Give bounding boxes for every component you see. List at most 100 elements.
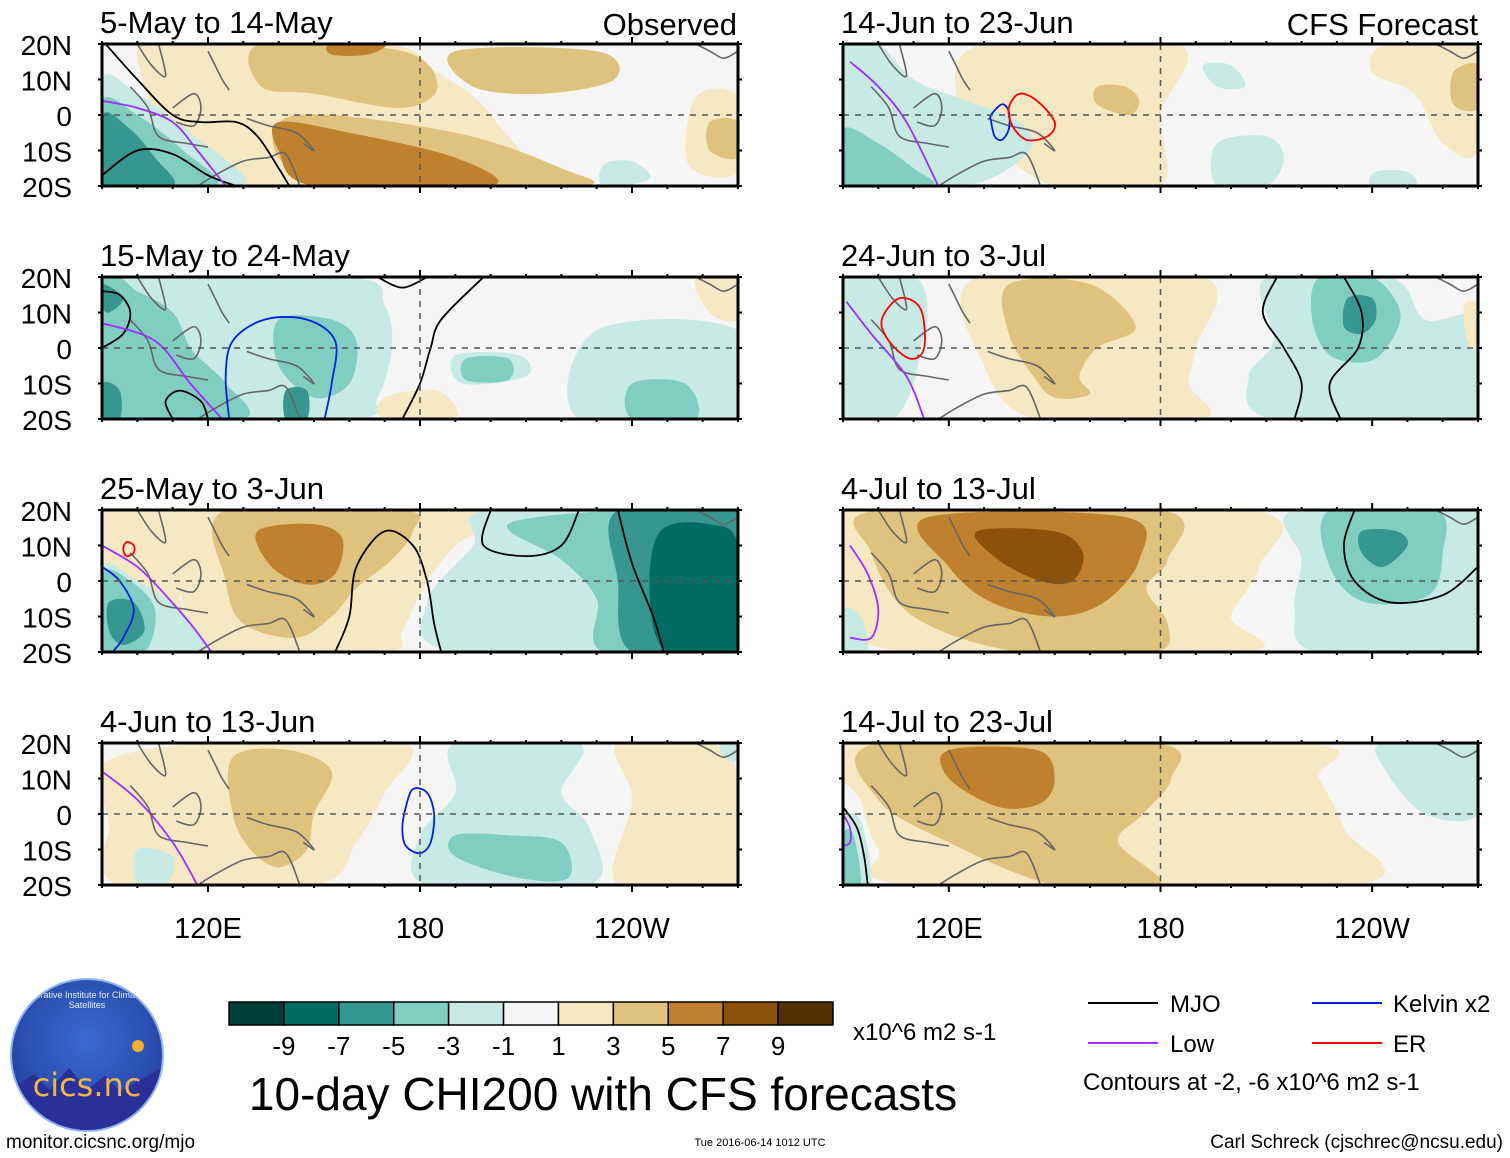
y-tick-label: 0 xyxy=(56,334,72,365)
contour-low xyxy=(849,545,880,641)
panel-3: 25-May to 3-Jun 20N 10N 0 10S 20S xyxy=(21,471,742,669)
anomaly-region xyxy=(227,748,333,868)
coastline xyxy=(913,558,943,594)
panel-4: 4-Jun to 13-Jun 20N 10N 0 10S 20S 120E 180 120W xyxy=(21,704,742,945)
coastline xyxy=(1435,277,1478,293)
coastline xyxy=(877,510,908,544)
colorbar-tick-label: -1 xyxy=(492,1031,515,1061)
anomaly-region xyxy=(567,319,738,419)
coastline xyxy=(870,552,949,614)
coastline xyxy=(870,86,949,148)
legend: MJO Kelvin x2 Low ER Contours at -2, -6 … xyxy=(1083,991,1490,1096)
colorbar-tick-label: 1 xyxy=(551,1031,565,1061)
coastline xyxy=(129,319,209,381)
y-tick-label: 20S xyxy=(22,172,72,203)
coastline xyxy=(172,558,202,594)
coastline xyxy=(937,151,1042,186)
panel-title: 4-Jul to 13-Jul xyxy=(841,471,1036,506)
coastline xyxy=(948,749,971,790)
contour-mjo xyxy=(334,529,443,652)
y-tick-label: 10N xyxy=(21,66,72,97)
panel-7: 4-Jul to 13-Jul xyxy=(839,471,1482,659)
contour-low xyxy=(843,813,852,847)
coastline xyxy=(207,516,230,557)
contour-mjo xyxy=(164,389,209,419)
colorbar-swatch xyxy=(338,1001,395,1026)
anomaly-region xyxy=(1369,44,1478,159)
cfs-forecast-label: CFS Forecast xyxy=(1287,7,1479,42)
coastline xyxy=(877,277,908,311)
contour-low xyxy=(102,770,199,885)
y-tick-label: 0 xyxy=(56,800,72,831)
contour-mjo xyxy=(1343,510,1478,604)
panel-title: 14-Jul to 23-Jul xyxy=(841,704,1053,739)
anomaly-region xyxy=(376,389,458,419)
coastline xyxy=(1435,743,1478,759)
legend-label-er: ER xyxy=(1393,1031,1426,1058)
anomaly-region xyxy=(1342,295,1377,335)
anomaly-region xyxy=(271,121,499,186)
anomaly-region xyxy=(940,746,1055,809)
colorbar-tick-label: 5 xyxy=(661,1031,675,1061)
coastline xyxy=(136,743,167,777)
coastline xyxy=(246,816,315,851)
contour-mjo xyxy=(377,277,428,289)
coastline xyxy=(937,617,1042,652)
observed-label: Observed xyxy=(603,7,737,42)
coastline xyxy=(937,384,1042,419)
anomaly-region xyxy=(649,522,738,652)
contour-mjo xyxy=(104,44,291,186)
coastline xyxy=(246,117,315,152)
coastline xyxy=(129,785,209,847)
anomaly-region xyxy=(624,379,700,419)
colorbar-tick-label: 7 xyxy=(716,1031,730,1061)
panel-1: 5-May to 14-May 20N 10N 0 10S 20S xyxy=(21,5,742,203)
contour-kelvin xyxy=(224,316,338,419)
anomaly-region xyxy=(843,44,1034,186)
y-tick-label: 0 xyxy=(56,101,72,132)
y-tick-label: 10N xyxy=(21,532,72,563)
coastline xyxy=(207,749,230,790)
coastline xyxy=(870,785,949,847)
contour-er xyxy=(122,540,136,558)
anomaly-region xyxy=(855,743,1182,885)
coastline xyxy=(987,583,1056,618)
logo-ring-text: Cooperative Institute for Climate and Sa… xyxy=(13,990,161,1010)
anomaly-region xyxy=(326,44,386,56)
colorbar-swatch xyxy=(283,1001,340,1026)
panel-title: 25-May to 3-Jun xyxy=(100,471,324,506)
colorbar-swatch xyxy=(557,1001,615,1026)
coastline xyxy=(695,743,738,759)
anomaly-region xyxy=(1358,529,1409,567)
x-tick-label: 120E xyxy=(174,913,242,945)
coastline xyxy=(987,117,1056,152)
coastline xyxy=(695,510,738,526)
panel-title: 5-May to 14-May xyxy=(100,5,333,40)
contour-low xyxy=(102,322,223,419)
coastline xyxy=(246,583,315,618)
colorbar-tick-label: -9 xyxy=(272,1031,295,1061)
anomaly-region xyxy=(106,598,145,645)
anomaly-region xyxy=(273,315,358,399)
colorbar-swatch xyxy=(392,1001,450,1026)
coastline xyxy=(937,850,1042,885)
anomaly-region xyxy=(843,277,928,419)
y-tick-label: 10S xyxy=(22,603,72,634)
coastline xyxy=(172,92,202,128)
anomaly-region xyxy=(1210,135,1284,186)
colorbar-swatch xyxy=(722,1001,779,1026)
anomaly-region xyxy=(694,277,738,322)
anomaly-region xyxy=(1463,300,1478,351)
y-tick-label: 10S xyxy=(22,836,72,867)
colorbar-tick-label: 3 xyxy=(606,1031,620,1061)
contour-mjo xyxy=(102,148,237,186)
x-tick-label: 180 xyxy=(1136,913,1184,945)
anomaly-region xyxy=(102,381,122,419)
anomaly-region xyxy=(102,112,175,186)
coastline xyxy=(172,791,202,827)
anomaly-region xyxy=(255,523,344,585)
panel-title: 4-Jun to 13-Jun xyxy=(100,704,315,739)
anomaly-region xyxy=(1375,743,1478,822)
